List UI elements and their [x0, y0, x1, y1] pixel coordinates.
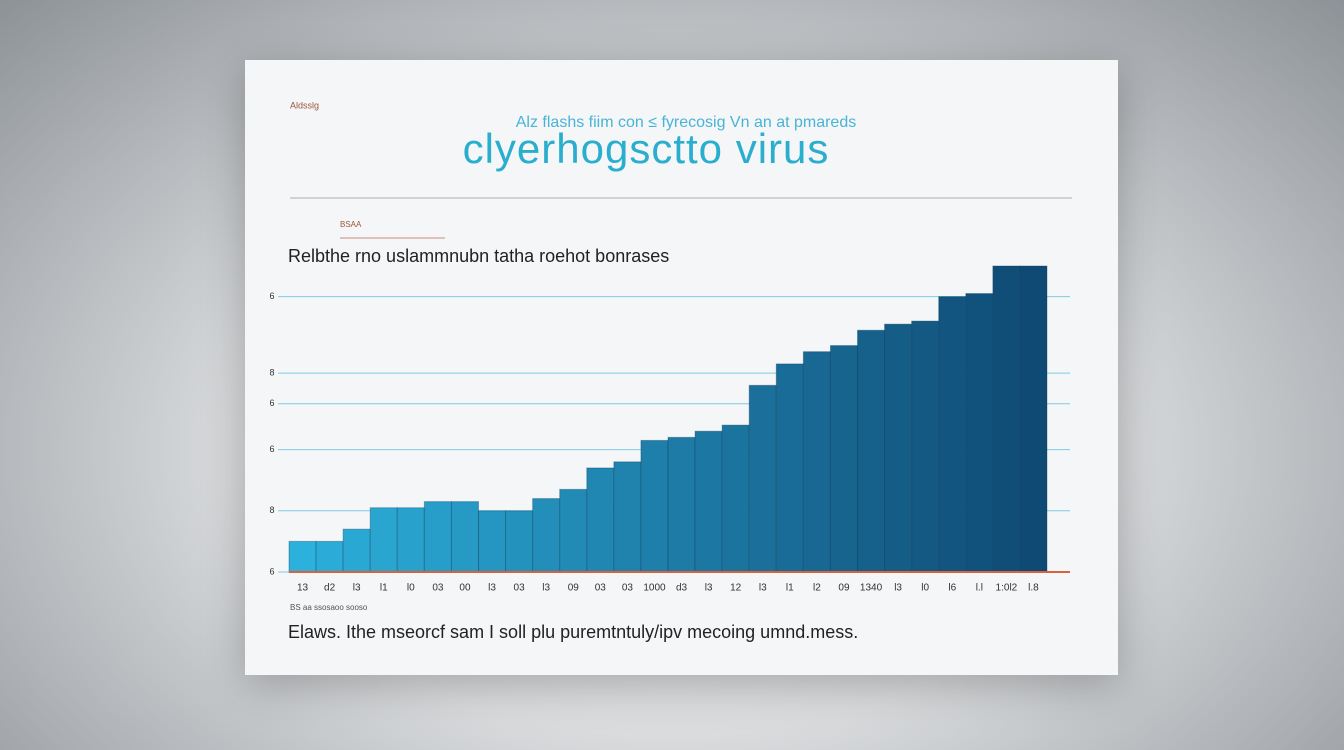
- bar: [911, 320, 940, 573]
- corner-note: Aldsslg: [290, 100, 319, 110]
- x-tick-label: l1: [380, 583, 388, 594]
- x-tick-label: l3: [894, 583, 902, 594]
- bar: [613, 461, 642, 573]
- x-tick-label: 1:0l2: [996, 583, 1018, 594]
- bar: [992, 265, 1021, 573]
- x-tick-label: l.8: [1028, 583, 1039, 594]
- x-tick-label: 12: [730, 583, 742, 594]
- bar: [342, 528, 371, 573]
- x-tick-label: 03: [622, 583, 634, 594]
- bar: [532, 498, 561, 573]
- x-tick-label: 1000: [643, 583, 666, 594]
- x-tick-label: 13: [297, 583, 309, 594]
- bar: [423, 501, 452, 573]
- bar: [748, 384, 777, 573]
- y-tick-label: 8: [269, 367, 274, 377]
- y-tick-label: 8: [269, 505, 274, 515]
- bar: [396, 507, 425, 573]
- x-tick-label: l3: [542, 583, 550, 594]
- x-tick-label: d3: [676, 583, 688, 594]
- y-tick-label: 6: [269, 566, 274, 576]
- subtitle: Alz flashs fiim con ≤ fyrecosig Vn an at…: [516, 114, 856, 131]
- y-tick-label: 6: [269, 291, 274, 301]
- x-tick-label: 09: [838, 583, 850, 594]
- bar: [559, 488, 588, 573]
- bar: [802, 351, 831, 573]
- bar: [694, 430, 723, 573]
- x-tick-label: l3: [705, 583, 713, 594]
- x-tick-label: 03: [514, 583, 526, 594]
- bar: [829, 345, 859, 573]
- bar: [667, 436, 696, 573]
- x-tick-label: l3: [759, 583, 767, 594]
- bar: [775, 363, 804, 573]
- bar: [965, 293, 994, 573]
- x-tick-label: l3: [488, 583, 496, 594]
- bar: [884, 323, 913, 573]
- bar: [369, 507, 398, 573]
- x-tick-label: l.l: [976, 583, 983, 594]
- bar: [315, 540, 344, 573]
- bar: [938, 296, 967, 573]
- bar: [450, 501, 479, 573]
- x-tick-label: l6: [948, 583, 956, 594]
- footer: Elaws. Ithe mseorcf sam I soll plu purem…: [288, 622, 858, 642]
- chart-note: BSAA: [340, 220, 362, 229]
- x-tick-label: l1: [786, 583, 794, 594]
- bar: [1019, 265, 1048, 573]
- x-tick-label: 03: [595, 583, 607, 594]
- y-tick-label: 6: [269, 444, 274, 454]
- x-tick-label: 03: [432, 583, 444, 594]
- x-tick-label: l2: [813, 583, 821, 594]
- bar: [288, 540, 317, 573]
- title: clyerhogsctto virus: [463, 125, 830, 172]
- footer-note: BS aa ssosaoo sooso: [290, 603, 368, 612]
- bar: [586, 467, 615, 573]
- chart-title: Relbthe rno uslammnubn tatha roehot bonr…: [288, 246, 669, 266]
- x-tick-label: l0: [921, 583, 929, 594]
- bar: [721, 424, 750, 573]
- bar: [857, 329, 886, 573]
- x-tick-label: 09: [568, 583, 580, 594]
- bar: [478, 510, 507, 573]
- x-tick-label: 1340: [860, 583, 883, 594]
- x-tick-label: 00: [459, 583, 471, 594]
- x-tick-label: l3: [353, 583, 361, 594]
- x-tick-label: d2: [324, 583, 336, 594]
- bar: [505, 510, 534, 573]
- y-tick-label: 6: [269, 398, 274, 408]
- bar: [640, 439, 669, 573]
- x-tick-label: l0: [407, 583, 415, 594]
